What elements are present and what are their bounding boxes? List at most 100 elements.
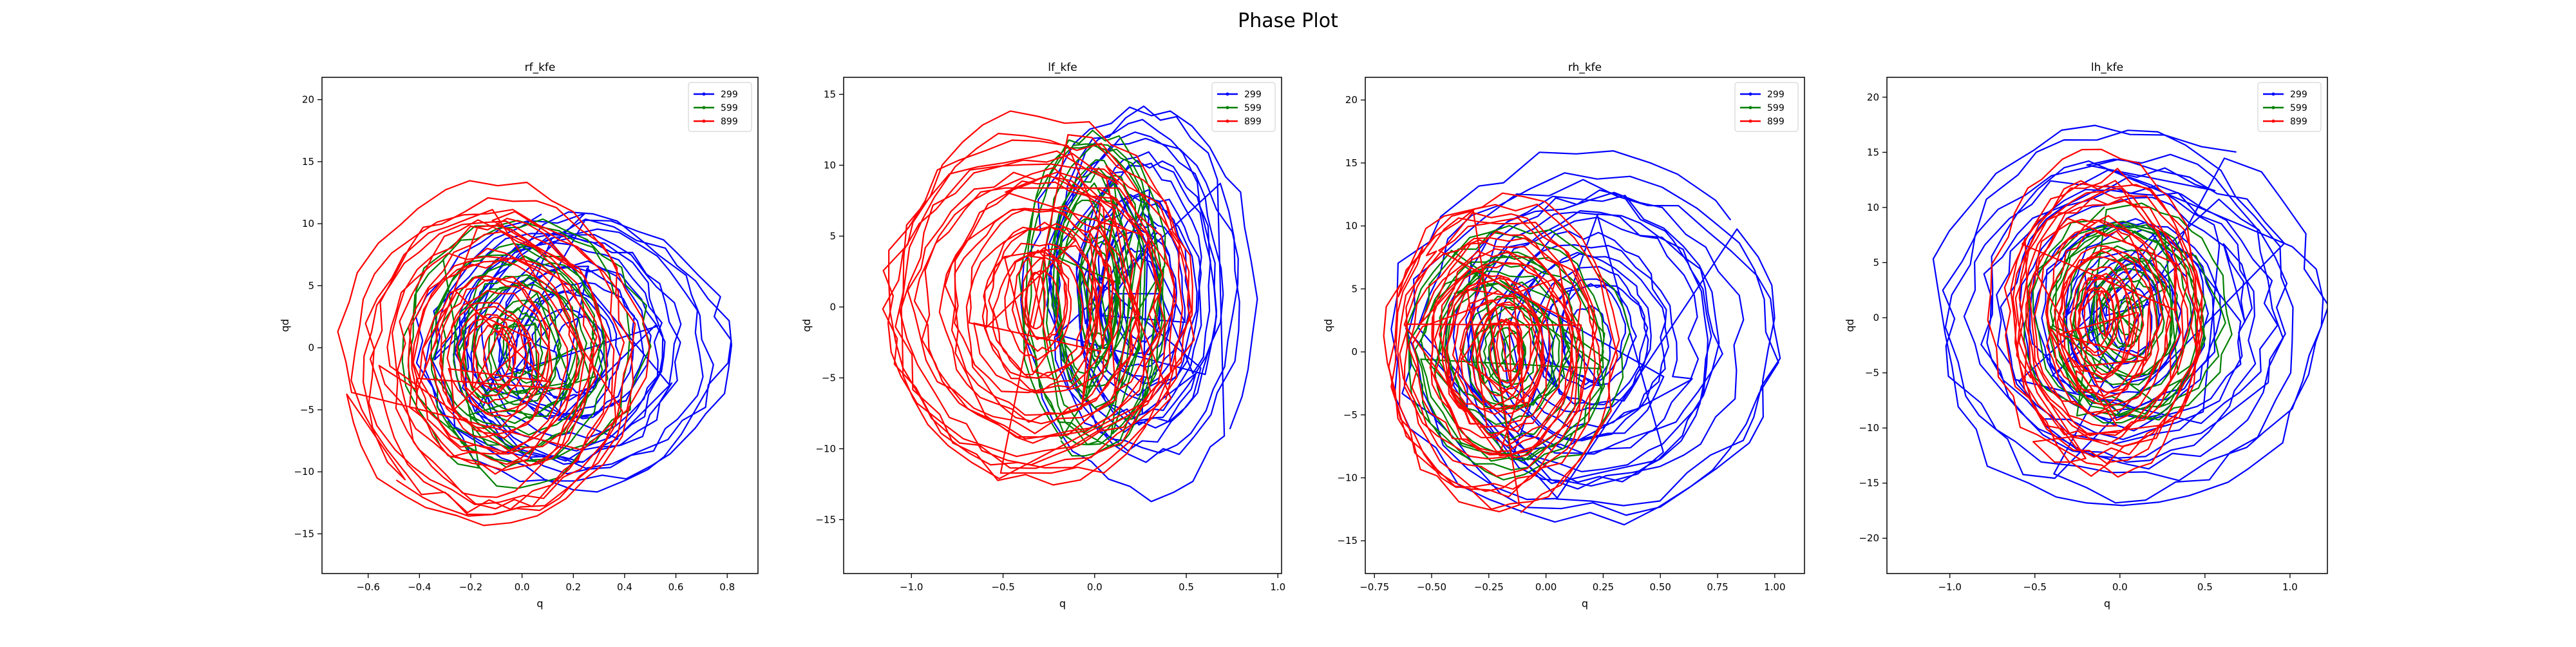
subplot-rh_kfe: rh_kfe −0.75 −0.50 −0.25 0.00 0.25 0.50 0.75 1.0… [1322, 61, 1805, 610]
y-tick-label: −15 [1859, 478, 1879, 489]
subplot-title: lh_kfe [2091, 61, 2123, 74]
subplot-lh_kfe: lh_kfe −1.0 −0.5 0.0 0.5 1.0 −20 −15 −10 −5 0 5 10 15… [1844, 61, 2328, 610]
legend-marker [2271, 92, 2275, 96]
series-group [1383, 150, 1781, 526]
legend-marker [702, 92, 706, 96]
y-tick-label: 15 [1345, 157, 1358, 169]
y-tick-label: −5 [1343, 409, 1358, 421]
x-tick-label: 0.5 [2197, 581, 2213, 593]
legend-label: 299 [1244, 90, 1262, 100]
series-group [882, 105, 1258, 503]
subplot-title: rf_kfe [525, 61, 556, 74]
series-line-599 [401, 218, 652, 489]
series-group [337, 180, 732, 526]
figure-title: Phase Plot [1238, 10, 1338, 32]
x-tick-label: −0.2 [459, 581, 482, 593]
x-tick-label: 0.0 [2112, 581, 2128, 593]
legend-marker [1226, 92, 1229, 96]
x-tick-label: −1.0 [900, 581, 923, 593]
legend-marker [702, 106, 706, 110]
x-tick-label: 0.4 [617, 581, 632, 593]
x-tick-label: 0.2 [565, 581, 581, 593]
legend-label: 899 [1244, 117, 1262, 127]
y-tick-label: 5 [1873, 256, 1879, 268]
y-axis-label: qd [1322, 319, 1334, 332]
y-tick-label: −15 [815, 514, 836, 525]
y-axis-label: qd [279, 319, 291, 332]
legend: 299 599 899 [688, 82, 752, 132]
legend-label: 599 [721, 103, 738, 113]
x-tick-label: 0.75 [1707, 581, 1728, 593]
x-tick-label: 0.50 [1650, 581, 1671, 593]
y-tick-label: 20 [1867, 92, 1879, 103]
series-line-899 [1383, 192, 1620, 514]
legend-marker [1748, 106, 1752, 110]
subplot-lf_kfe: lf_kfe −1.0 −0.5 0.0 0.5 1.0 −15 −10 −5 0 5 10 15 q qd… [800, 61, 1285, 610]
legend-marker [1748, 119, 1752, 123]
x-tick-label: 0.6 [668, 581, 684, 593]
y-tick-label: −10 [1337, 472, 1358, 483]
y-tick-label: 20 [302, 94, 314, 106]
legend-label: 899 [1767, 117, 1785, 127]
y-tick-label: 10 [1345, 220, 1358, 232]
legend-label: 599 [2290, 103, 2307, 113]
y-axis-label: qd [1844, 319, 1856, 332]
y-tick-label: 0 [1873, 312, 1879, 324]
x-tick-label: 0.5 [1179, 581, 1194, 593]
y-tick-label: 5 [1351, 283, 1358, 295]
y-tick-label: 10 [302, 218, 314, 229]
x-tick-label: 1.0 [1270, 581, 1285, 593]
y-tick-label: 10 [824, 159, 836, 171]
y-tick-label: −20 [1859, 532, 1879, 544]
legend-label: 299 [2290, 90, 2307, 100]
y-tick-label: −10 [1859, 422, 1879, 434]
axes-frame [321, 77, 759, 574]
series-line-899 [1987, 148, 2203, 478]
x-axis-label: q [1582, 597, 1588, 610]
x-tick-label: 0.00 [1535, 581, 1557, 593]
x-tick-label: −0.5 [991, 581, 1014, 593]
y-tick-label: 0 [308, 342, 314, 354]
x-tick-label: 0.0 [515, 581, 530, 593]
subplots: rf_kfe −0.6 −0.4 −0.2 0.0 0.2 0.4 0.6 0.8 −15 −10 −… [279, 61, 2328, 610]
y-tick-label: −5 [1865, 367, 1879, 379]
legend-marker [1226, 106, 1229, 110]
y-tick-label: 10 [1867, 202, 1879, 213]
y-tick-label: −15 [1337, 535, 1358, 546]
legend-label: 299 [1767, 90, 1785, 100]
x-axis-label: q [1059, 597, 1066, 610]
legend-label: 599 [1767, 103, 1785, 113]
y-tick-label: 0 [829, 301, 836, 313]
x-tick-label: 1.00 [1764, 581, 1785, 593]
y-tick-label: −10 [815, 443, 836, 454]
legend-marker [2271, 106, 2275, 110]
x-axis-label: q [536, 597, 543, 610]
legend: 299 599 899 [1734, 82, 1799, 132]
axes-frame [843, 77, 1282, 574]
axes-frame [1365, 77, 1805, 574]
y-tick-label: −15 [294, 528, 314, 539]
x-tick-label: −0.6 [356, 581, 379, 593]
y-tick-label: 15 [824, 88, 836, 100]
x-tick-label: 1.0 [2282, 581, 2298, 593]
series-line-899 [337, 180, 650, 526]
y-tick-label: 0 [1351, 346, 1358, 358]
series-line-599 [2023, 202, 2233, 424]
x-tick-label: −1.0 [1938, 581, 1961, 593]
x-tick-label: −0.5 [2023, 581, 2047, 593]
legend-label: 899 [2290, 117, 2307, 127]
y-tick-label: 20 [1345, 94, 1358, 106]
y-tick-label: 15 [1867, 146, 1879, 158]
x-axis-label: q [2104, 597, 2110, 610]
x-tick-label: −0.25 [1474, 581, 1504, 593]
legend-marker [702, 119, 706, 123]
legend-label: 899 [721, 117, 738, 127]
subplot-rf_kfe: rf_kfe −0.6 −0.4 −0.2 0.0 0.2 0.4 0.6 0.8 −15 −10 −… [279, 61, 759, 610]
series-group [1932, 124, 2327, 507]
legend-marker [2271, 119, 2275, 123]
x-tick-label: 0.0 [1087, 581, 1103, 593]
y-tick-label: 5 [829, 230, 836, 242]
legend-marker [1226, 119, 1229, 123]
